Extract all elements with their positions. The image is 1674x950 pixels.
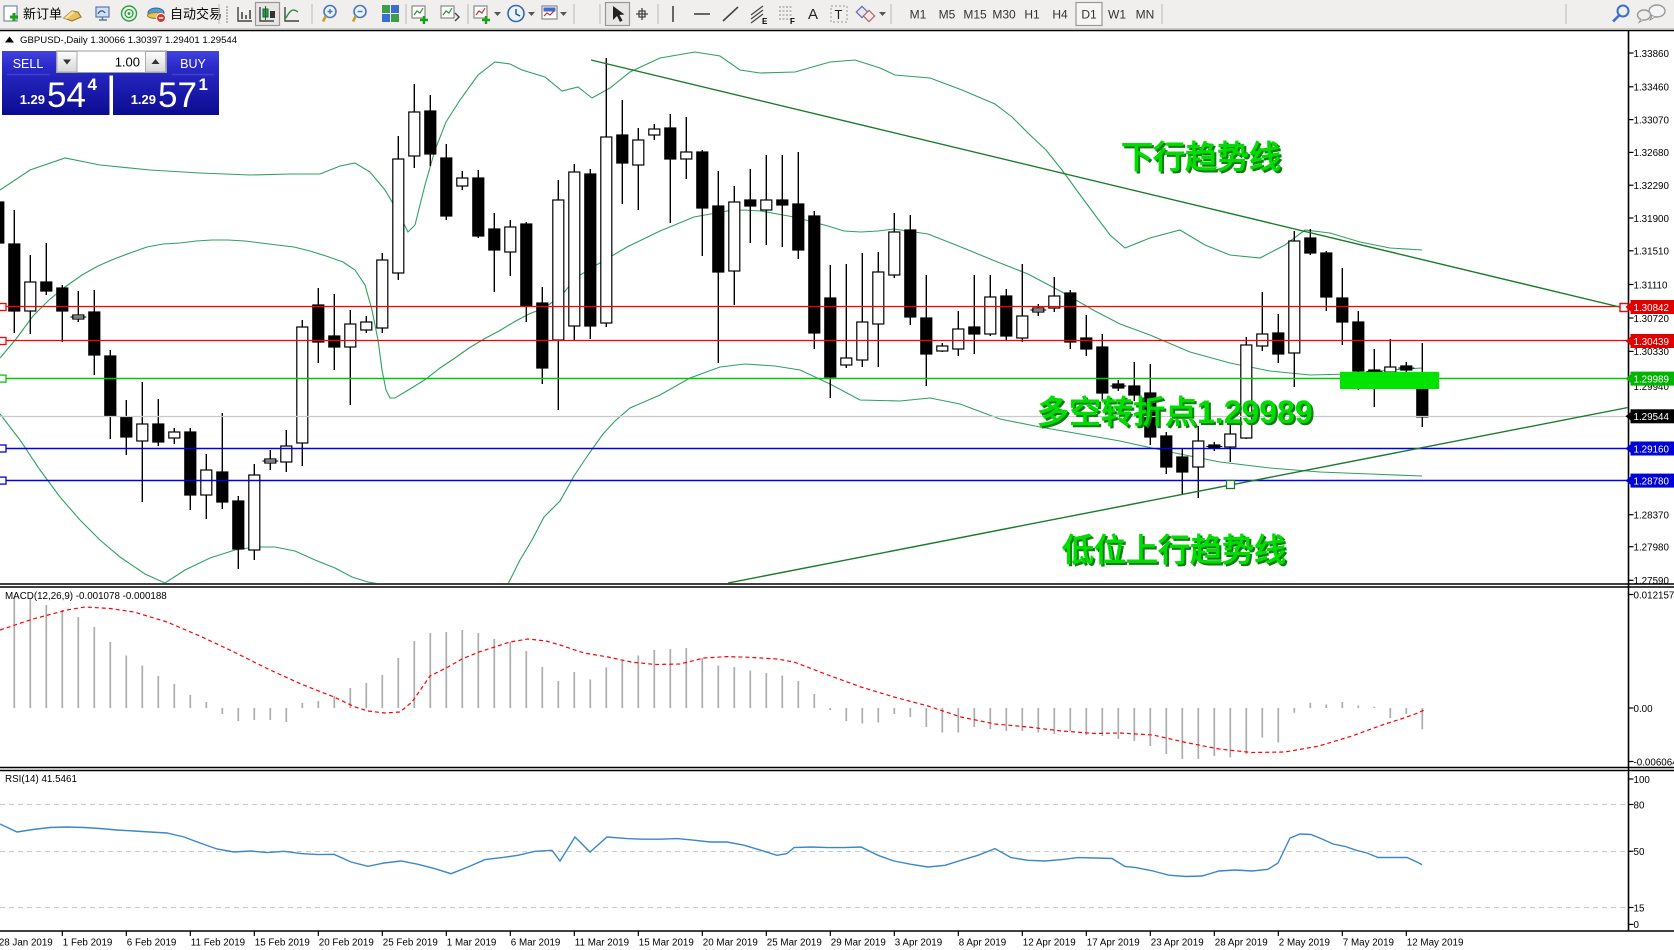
svg-text:1.31900: 1.31900 [1634,214,1670,225]
svg-text:下行趋势线: 下行趋势线 [1123,141,1283,177]
svg-text:100: 100 [1634,775,1651,786]
svg-text:F: F [790,17,795,26]
svg-text:1.29: 1.29 [131,92,156,107]
svg-text:H4: H4 [1052,8,1068,22]
svg-text:28 Jan 2019: 28 Jan 2019 [0,938,53,949]
svg-text:D1: D1 [1081,8,1097,22]
svg-text:M5: M5 [939,8,956,22]
svg-text:H1: H1 [1024,8,1040,22]
svg-text:54: 54 [47,76,86,115]
svg-text:6 Feb 2019: 6 Feb 2019 [127,938,177,949]
svg-text:MN: MN [1136,8,1155,22]
svg-text:1.32680: 1.32680 [1634,148,1670,159]
svg-text:80: 80 [1634,800,1645,811]
svg-text:低位上行趋势线: 低位上行趋势线 [1064,534,1288,570]
svg-text:0.00: 0.00 [1634,704,1654,715]
svg-text:自动交易: 自动交易 [170,7,222,22]
svg-text:1 Feb 2019: 1 Feb 2019 [63,938,113,949]
svg-text:12 Apr 2019: 12 Apr 2019 [1023,938,1076,949]
svg-text:3 Apr 2019: 3 Apr 2019 [895,938,942,949]
svg-text:25 Feb 2019: 25 Feb 2019 [383,938,438,949]
svg-text:1.29160: 1.29160 [1634,444,1670,455]
svg-text:17 Apr 2019: 17 Apr 2019 [1087,938,1140,949]
svg-text:4: 4 [88,75,98,94]
svg-text:1.28370: 1.28370 [1634,511,1670,522]
svg-text:1.27590: 1.27590 [1634,576,1670,587]
svg-text:1.30842: 1.30842 [1634,303,1669,314]
svg-text:20 Mar 2019: 20 Mar 2019 [703,938,758,949]
svg-text:11 Mar 2019: 11 Mar 2019 [575,938,629,949]
svg-text:BUY: BUY [180,57,206,71]
svg-text:0: 0 [1634,920,1640,931]
svg-text:M1: M1 [910,8,927,22]
svg-text:低位上行趋势线: 低位上行趋势线 [1062,532,1286,568]
svg-text:1.29940: 1.29940 [1634,382,1670,393]
svg-text:29 Mar 2019: 29 Mar 2019 [831,938,886,949]
svg-text:7 May 2019: 7 May 2019 [1343,938,1394,949]
svg-text:1.32290: 1.32290 [1634,181,1670,192]
svg-text:6 Mar 2019: 6 Mar 2019 [511,938,561,949]
svg-text:1.31510: 1.31510 [1634,247,1670,258]
svg-text:SELL: SELL [13,57,44,71]
svg-text:20 Feb 2019: 20 Feb 2019 [319,938,374,949]
svg-text:1.00: 1.00 [115,55,140,70]
svg-text:多空转折点1.29989: 多空转折点1.29989 [1037,394,1313,430]
svg-text:15 Mar 2019: 15 Mar 2019 [639,938,694,949]
svg-text:15: 15 [1634,903,1645,914]
svg-text:M30: M30 [992,8,1016,22]
svg-text:1.29544: 1.29544 [1634,412,1670,423]
svg-text:M15: M15 [963,8,987,22]
svg-text:W1: W1 [1108,8,1126,22]
svg-text:T: T [835,7,843,22]
svg-text:15 Feb 2019: 15 Feb 2019 [255,938,310,949]
svg-text:E: E [762,17,768,26]
svg-text:1.29989: 1.29989 [1634,374,1669,385]
svg-text:11 Feb 2019: 11 Feb 2019 [191,938,245,949]
svg-text:A: A [808,6,818,23]
svg-text:下行趋势线: 下行趋势线 [1121,139,1281,175]
svg-text:1.33460: 1.33460 [1634,83,1670,94]
svg-text:MACD(12,26,9) -0.001078 -0.000: MACD(12,26,9) -0.001078 -0.000188 [5,591,167,602]
svg-text:1.28780: 1.28780 [1634,476,1670,487]
svg-text:1.33070: 1.33070 [1634,115,1670,126]
svg-text:1.29: 1.29 [20,92,45,107]
svg-text:新订单: 新订单 [23,7,62,22]
svg-text:0.012157: 0.012157 [1634,590,1674,601]
svg-text:1.30720: 1.30720 [1634,314,1670,325]
svg-text:2 May 2019: 2 May 2019 [1279,938,1330,949]
svg-text:12 May 2019: 12 May 2019 [1407,938,1464,949]
svg-text:1.33860: 1.33860 [1634,49,1670,60]
svg-text:50: 50 [1634,847,1645,858]
svg-text:-0.006064: -0.006064 [1634,757,1674,768]
svg-text:RSI(14) 41.5461: RSI(14) 41.5461 [5,774,77,785]
svg-text:1.30439: 1.30439 [1634,337,1669,348]
svg-text:8 Apr 2019: 8 Apr 2019 [959,938,1006,949]
svg-text:1.30330: 1.30330 [1634,347,1670,358]
svg-text:23 Apr 2019: 23 Apr 2019 [1151,938,1204,949]
svg-text:1.31110: 1.31110 [1634,280,1669,291]
svg-text:25 Mar 2019: 25 Mar 2019 [767,938,822,949]
svg-text:57: 57 [158,76,197,115]
svg-text:1 Mar 2019: 1 Mar 2019 [447,938,497,949]
svg-text:1: 1 [199,75,208,94]
svg-text:GBPUSD-,Daily 1.30066 1.30397: GBPUSD-,Daily 1.30066 1.30397 1.29401 1.… [20,35,238,46]
svg-text:1.27980: 1.27980 [1634,543,1670,554]
svg-text:多空转折点1.29989: 多空转折点1.29989 [1039,396,1315,432]
svg-text:28 Apr 2019: 28 Apr 2019 [1215,938,1268,949]
